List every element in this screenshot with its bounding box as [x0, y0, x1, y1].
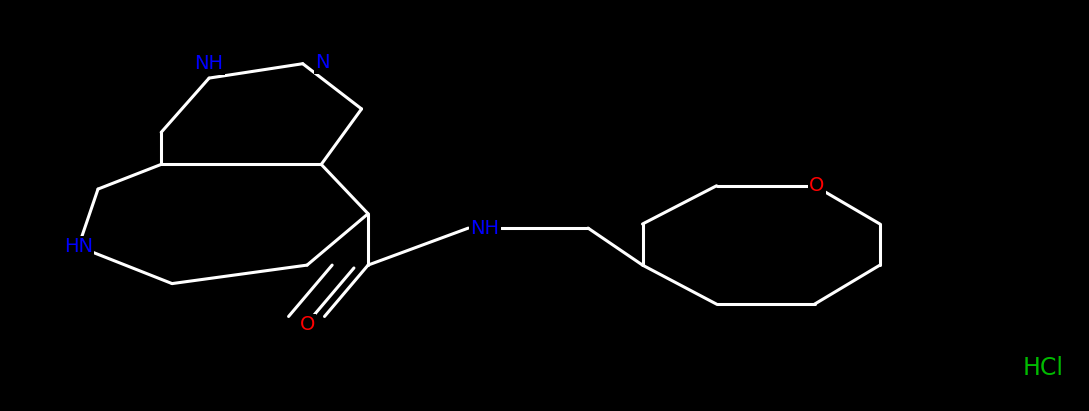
- Text: N: N: [315, 53, 330, 72]
- Text: HCl: HCl: [1023, 356, 1064, 380]
- Text: HN: HN: [64, 237, 93, 256]
- Text: O: O: [809, 176, 824, 195]
- Text: NH: NH: [195, 54, 223, 73]
- Text: NH: NH: [470, 219, 499, 238]
- Text: O: O: [299, 315, 315, 334]
